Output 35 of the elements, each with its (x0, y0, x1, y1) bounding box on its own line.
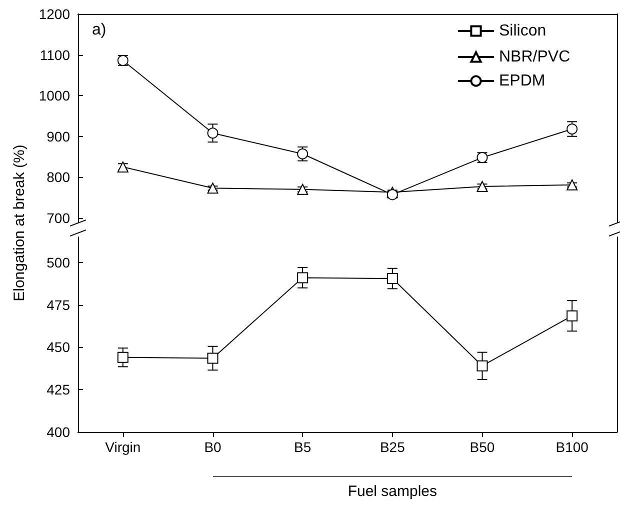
y-tick-label: 700 (46, 210, 70, 226)
y-tick-label: 1100 (40, 46, 70, 63)
point (207, 128, 218, 139)
y-tick-label: 500 (46, 254, 70, 270)
x-axis-title: Fuel samples (348, 483, 438, 500)
x-tick-label: B50 (470, 439, 495, 455)
y-tick-label: 450 (46, 339, 70, 356)
point (476, 181, 488, 192)
point (476, 360, 488, 372)
point (207, 182, 218, 194)
x-tick-label: B100 (556, 439, 589, 455)
point (566, 124, 578, 135)
x-tick-label: B0 (204, 439, 222, 455)
y-axis-title: Elongation at break (%) (11, 144, 28, 302)
y-tick-label: 400 (46, 424, 70, 440)
point (117, 352, 128, 363)
legend-label: EPDM (499, 72, 546, 90)
y-tick-label: 425 (46, 382, 70, 398)
x-tick-label: Virgin (105, 439, 141, 455)
x-tick-label: B25 (380, 439, 406, 455)
point (207, 352, 218, 364)
point (386, 273, 398, 284)
y-tick-label: 1200 (38, 6, 70, 22)
point (297, 272, 308, 284)
point (297, 184, 308, 195)
legend-label: Silicon (499, 22, 546, 40)
point (566, 310, 578, 322)
y-tick-label: 475 (46, 296, 70, 313)
y-tick-label: 800 (46, 169, 70, 186)
y-tick-label: 1000 (38, 88, 70, 104)
annotation: a) (92, 22, 106, 38)
y-tick-label: 900 (46, 128, 70, 144)
x-tick-label: B5 (294, 439, 312, 455)
legend-label: NBR/PVC (499, 48, 570, 66)
point (566, 179, 578, 190)
